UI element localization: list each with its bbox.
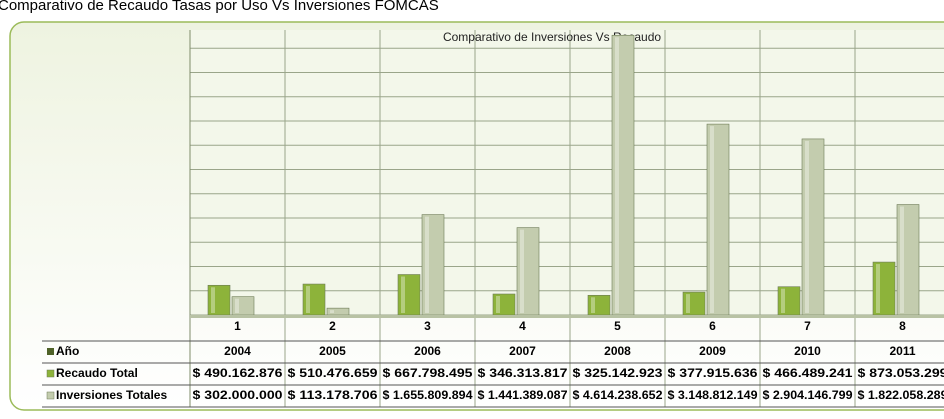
table-value: $ 4.614.238.652 <box>573 390 663 402</box>
bar-highlight <box>876 264 880 313</box>
bar-highlight <box>781 288 785 313</box>
bar-highlight <box>805 140 809 313</box>
table-value: $ 2.904.146.799 <box>763 390 853 402</box>
chart-title: Comparativo de Recaudo Tasas por Uso Vs … <box>0 0 439 14</box>
bar-highlight <box>520 229 524 313</box>
table-value: $ 113.178.706 <box>288 390 378 402</box>
x-tick-label: 2 <box>329 319 336 333</box>
table-year: 2008 <box>604 344 631 358</box>
bar-highlight <box>615 37 619 314</box>
x-tick-label: 3 <box>424 319 431 333</box>
table-value: $ 667.798.495 <box>383 368 474 380</box>
bar-highlight <box>496 296 500 313</box>
table-year: 2006 <box>414 344 441 358</box>
table-year: 2005 <box>319 344 346 358</box>
legend-label: Inversiones Totales <box>56 388 167 402</box>
x-tick-label: 4 <box>519 319 526 333</box>
bar-highlight <box>401 276 405 313</box>
x-tick-label: 7 <box>804 319 811 333</box>
table-value: $ 302.000.000 <box>193 390 283 402</box>
x-tick-label: 8 <box>899 319 906 333</box>
bar-highlight <box>306 286 310 313</box>
bar-highlight <box>235 298 239 313</box>
table-year: 2009 <box>699 344 726 358</box>
x-tick-label: 1 <box>234 319 241 333</box>
legend-label: Recaudo Total <box>56 366 138 380</box>
bar-highlight <box>425 216 429 313</box>
legend-key <box>46 391 55 400</box>
bar-highlight <box>211 287 215 313</box>
table-value: $ 1.655.809.894 <box>383 390 474 402</box>
table-year: 2011 <box>889 344 915 358</box>
table-value: $ 1.441.389.087 <box>478 390 568 402</box>
bar-highlight <box>330 310 334 313</box>
table-year: 2007 <box>509 344 536 358</box>
bar-highlight <box>900 206 904 313</box>
table-value: $ 873.053.299 <box>858 368 944 380</box>
x-tick-label: 5 <box>614 319 621 333</box>
x-tick-label: 6 <box>709 319 716 333</box>
legend-key <box>46 369 55 378</box>
table-value: $ 377.915.636 <box>668 368 758 380</box>
table-value: $ 490.162.876 <box>193 368 283 380</box>
table-year: 2010 <box>794 344 821 358</box>
table-value: $ 466.489.241 <box>763 368 854 380</box>
table-value: $ 346.313.817 <box>478 368 568 380</box>
bar-highlight <box>710 126 714 313</box>
legend-key <box>47 348 54 355</box>
table-row-label: Año <box>56 344 79 358</box>
table-value: $ 1.822.058.289 <box>858 390 944 402</box>
bar-highlight <box>686 294 690 313</box>
table-year: 2004 <box>224 344 251 358</box>
bar-highlight <box>591 297 595 313</box>
chart-subtitle: Comparativo de Inversiones Vs Recaudo <box>443 30 661 44</box>
floor <box>190 315 944 318</box>
table-value: $ 3.148.812.149 <box>668 390 758 402</box>
table-value: $ 510.476.659 <box>288 368 378 380</box>
table-value: $ 325.142.923 <box>573 368 663 380</box>
